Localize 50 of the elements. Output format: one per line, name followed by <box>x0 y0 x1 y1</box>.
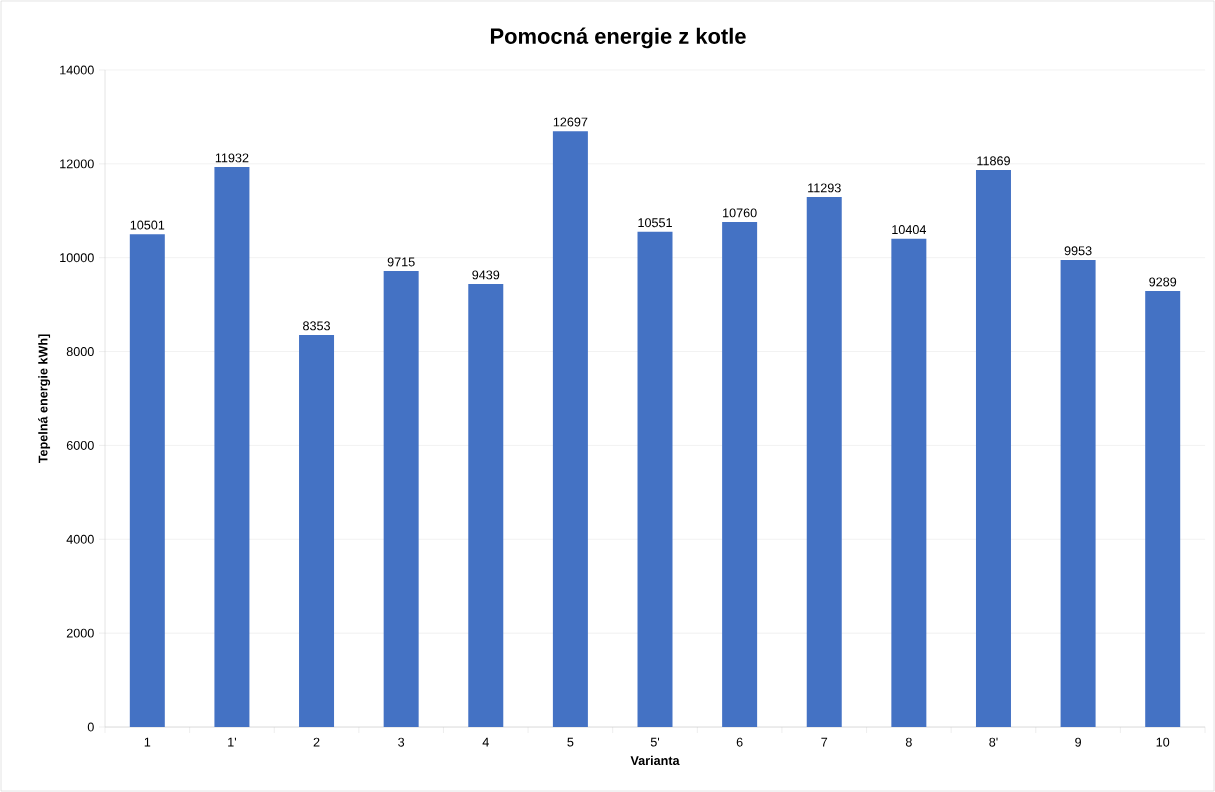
data-label: 10404 <box>892 225 927 235</box>
bar <box>637 231 673 727</box>
x-tick-label: 6 <box>736 737 743 747</box>
data-label: 10760 <box>723 208 757 218</box>
data-label: 9439 <box>472 270 500 280</box>
x-axis-title: Varianta <box>630 755 680 766</box>
chart-title: Pomocná energie z kotle <box>490 27 746 49</box>
y-tick-label: 8000 <box>66 347 94 357</box>
x-tick-label: 4 <box>482 737 489 747</box>
bar <box>383 271 419 727</box>
bar <box>1145 291 1181 727</box>
bar <box>299 335 335 727</box>
data-label: 10501 <box>130 220 165 230</box>
x-tick-label: 10 <box>1156 737 1170 747</box>
bar <box>975 170 1011 727</box>
bar <box>468 284 504 727</box>
x-tick-label: 8 <box>905 737 912 747</box>
bar <box>214 167 250 727</box>
bar <box>891 238 927 727</box>
data-label: 11869 <box>977 156 1010 166</box>
data-label: 10551 <box>638 218 672 228</box>
data-label: 11293 <box>808 183 841 193</box>
x-tick-label: 7 <box>821 737 828 747</box>
x-tick-label: 5' <box>650 737 660 747</box>
x-tick-label: 2 <box>313 737 320 747</box>
bar <box>722 222 758 727</box>
bar <box>806 197 842 727</box>
x-tick-label: 8' <box>989 737 998 747</box>
bar <box>1060 259 1096 727</box>
y-tick-label: 0 <box>87 722 94 732</box>
y-tick-label: 6000 <box>66 440 94 450</box>
bar <box>129 234 165 727</box>
y-tick-label: 2000 <box>66 628 94 638</box>
x-tick-label: 3 <box>398 737 405 747</box>
y-tick-label: 4000 <box>66 534 94 544</box>
data-label: 11932 <box>215 153 249 163</box>
x-tick-label: 5 <box>567 737 574 747</box>
y-axis-title: Tepelná energie kWh] <box>38 334 51 464</box>
y-tick-label: 10000 <box>60 253 94 263</box>
data-label: 9289 <box>1149 277 1177 287</box>
data-label: 9953 <box>1064 246 1092 256</box>
data-label: 9715 <box>387 257 415 267</box>
x-tick-label: 9 <box>1075 737 1081 747</box>
data-label: 8353 <box>303 321 331 331</box>
x-tick-label: 1' <box>228 737 236 747</box>
y-tick-label: 12000 <box>60 159 94 169</box>
x-tick-label: 1 <box>144 737 151 747</box>
bar <box>552 131 588 727</box>
y-tick-label: 14000 <box>60 65 94 75</box>
data-label: 12697 <box>553 117 588 127</box>
